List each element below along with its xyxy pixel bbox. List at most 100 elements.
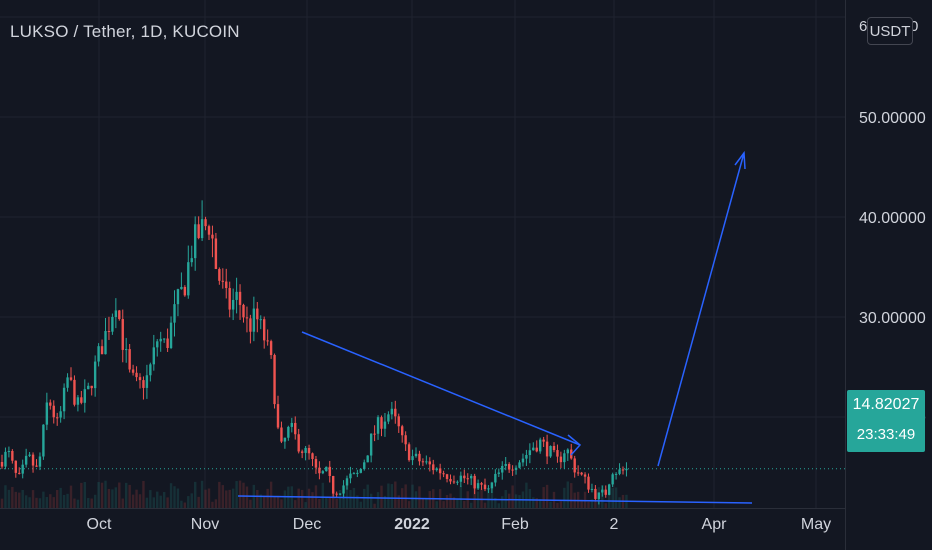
volume-bar [387,483,390,508]
volume-bar [435,501,438,508]
candle-body [249,318,252,332]
candle-body [7,450,11,452]
candle-body [549,445,552,457]
x-tick-label: May [801,516,831,533]
volume-bar [118,482,121,508]
volume-bar [321,482,325,508]
volume-bar [156,491,159,508]
volume-bar [376,492,380,508]
volume-bar [587,501,590,508]
volume-bar [563,487,566,508]
candle-body [342,485,345,494]
candle-body [200,219,204,239]
volume-bar [304,502,307,508]
volume-bar [411,484,414,508]
candle-body [363,462,366,470]
candle-body [483,484,487,490]
candle-body [608,484,611,495]
volume-bar [183,502,187,508]
volume-bar [528,489,532,508]
volume-bar [456,499,459,508]
candle-body [542,439,545,442]
candle-body [401,426,404,436]
volume-bar [570,483,573,508]
candle-body [539,439,542,452]
volume-bar [159,495,162,508]
volume-bar [138,494,142,508]
volume-bar [93,494,97,508]
candle-body [211,234,214,239]
candle-body [56,417,59,419]
drawings-layer [237,150,753,504]
candle-body [335,493,338,495]
volume-bar [245,486,249,508]
candle-body [356,472,359,474]
y-tick-label: 50.00000 [859,110,926,127]
volume-bar [580,499,583,508]
candle-body [487,488,490,490]
candle-body [321,471,325,474]
candle-body [407,444,411,461]
price-axis-divider [845,0,846,550]
candle-body [311,453,314,460]
volume-bar [97,482,100,508]
volume-bar [480,488,483,508]
volume-bar [225,490,228,508]
projection-arrow-line [657,152,745,467]
candle-body [111,316,114,332]
candle-body [618,469,621,474]
candle-body [62,387,66,412]
candle-body [456,481,459,483]
candle-body [404,435,407,445]
volume-bar [83,481,86,508]
candle-body [304,447,307,453]
volume-bar [176,488,180,508]
candle-body [418,453,421,462]
volume-bar [608,491,611,508]
candle-body [14,460,17,473]
candle-body [545,441,549,457]
candle-body [621,469,625,471]
volume-bar [404,484,407,508]
candle-body [187,262,190,296]
volume-bar [325,497,328,508]
volume-bar [90,498,93,508]
candle-body [138,377,142,381]
volume-bar [307,488,311,508]
candle-body [352,473,356,475]
volume-bar [280,499,283,508]
volume-bar [228,489,231,508]
volume-bar [121,498,124,508]
candle-body [214,238,218,269]
candle-body [245,317,249,319]
candle-body [587,476,590,490]
candle-body [514,467,518,470]
candle-body [18,472,21,474]
volume-bar [18,492,21,508]
volume-bar [300,489,304,508]
candle-body [45,402,49,425]
volume-bar [470,502,473,508]
volume-bar [421,498,425,508]
candle-body [573,458,576,473]
volume-bar [49,494,52,508]
volume-bar [566,481,569,508]
candle-body [390,408,394,415]
candle-series [0,200,628,505]
volume-bar [535,498,538,508]
candle-body [49,402,52,406]
x-axis-ticks: Oct Nov Dec 2022 Feb 2 Apr May [87,516,832,533]
candle-body [566,449,569,454]
currency-unit-button[interactable]: USDT [867,17,913,45]
candle-body [83,389,86,403]
candle-body [359,469,362,473]
x-tick-label: 2 [610,516,619,533]
candle-body [259,319,262,321]
candle-body [501,465,504,473]
volume-bar [425,498,428,508]
volume-bar [418,486,421,508]
candle-body [373,433,376,435]
volume-bar [259,494,262,508]
